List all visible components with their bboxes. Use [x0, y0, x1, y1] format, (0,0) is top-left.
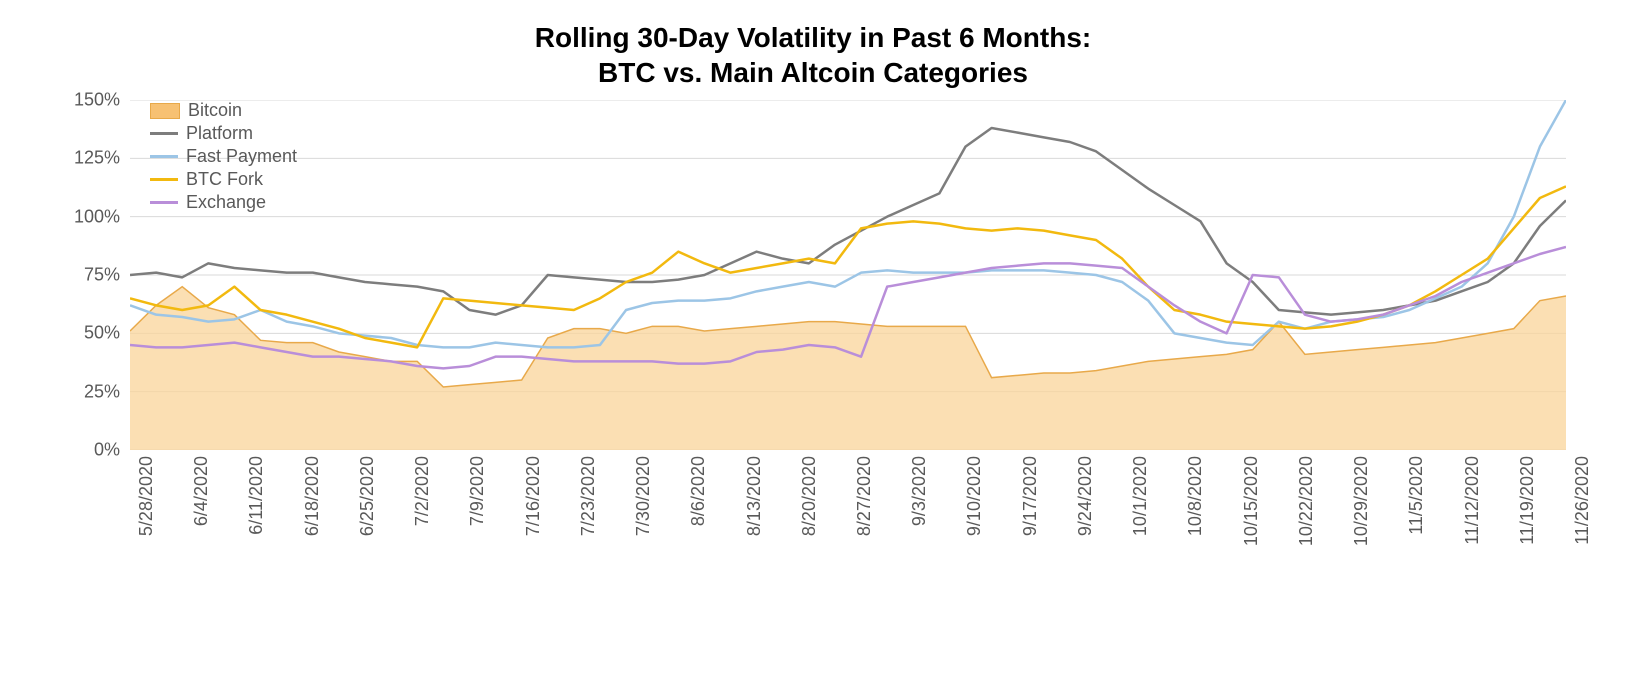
legend-item: BTC Fork — [150, 169, 297, 190]
y-tick-label: 50% — [60, 323, 120, 344]
legend-item: Bitcoin — [150, 100, 297, 121]
x-tick-label: 11/5/2020 — [1406, 456, 1427, 535]
x-tick-label: 8/6/2020 — [688, 456, 709, 526]
plot-area: BitcoinPlatformFast PaymentBTC ForkExcha… — [130, 100, 1566, 450]
legend-label: Fast Payment — [186, 146, 297, 167]
legend-item: Exchange — [150, 192, 297, 213]
x-tick-label: 10/22/2020 — [1296, 456, 1317, 546]
y-tick-label: 150% — [60, 90, 120, 111]
x-tick-label: 7/23/2020 — [578, 456, 599, 536]
y-tick-label: 75% — [60, 265, 120, 286]
x-tick-label: 10/29/2020 — [1351, 456, 1372, 546]
x-tick-label: 8/13/2020 — [744, 456, 765, 536]
legend-item: Platform — [150, 123, 297, 144]
x-tick-label: 11/12/2020 — [1462, 456, 1483, 545]
legend-swatch — [150, 103, 180, 119]
series-platform-line — [130, 128, 1566, 315]
legend-label: Exchange — [186, 192, 266, 213]
y-tick-label: 25% — [60, 381, 120, 402]
x-tick-label: 6/4/2020 — [191, 456, 212, 526]
x-tick-label: 10/8/2020 — [1185, 456, 1206, 536]
volatility-chart: Rolling 30-Day Volatility in Past 6 Mont… — [20, 20, 1606, 576]
x-tick-label: 10/15/2020 — [1241, 456, 1262, 546]
x-tick-label: 7/30/2020 — [633, 456, 654, 536]
y-tick-label: 0% — [60, 440, 120, 461]
chart-title-line1: Rolling 30-Day Volatility in Past 6 Mont… — [20, 20, 1606, 55]
x-axis: 5/28/2020 6/4/2020 6/11/2020 6/18/2020 6/25/… — [130, 456, 1566, 576]
legend-label: BTC Fork — [186, 169, 263, 190]
chart-title-line2: BTC vs. Main Altcoin Categories — [20, 55, 1606, 90]
x-tick-label: 7/16/2020 — [523, 456, 544, 536]
x-tick-label: 11/26/2020 — [1572, 456, 1593, 545]
x-tick-label: 9/10/2020 — [964, 456, 985, 536]
chart-title: Rolling 30-Day Volatility in Past 6 Mont… — [20, 20, 1606, 90]
x-tick-label: 11/19/2020 — [1517, 456, 1538, 545]
series-bitcoin-area — [130, 287, 1566, 450]
legend-item: Fast Payment — [150, 146, 297, 167]
plot-area-wrap: 0%25%50%75%100%125%150% BitcoinPlatformF… — [130, 100, 1566, 576]
legend-label: Bitcoin — [188, 100, 242, 121]
x-tick-label: 6/25/2020 — [357, 456, 378, 536]
x-tick-label: 5/28/2020 — [136, 456, 157, 536]
x-tick-label: 7/9/2020 — [467, 456, 488, 526]
legend-swatch — [150, 155, 178, 158]
x-tick-label: 9/24/2020 — [1075, 456, 1096, 536]
x-tick-label: 9/17/2020 — [1020, 456, 1041, 536]
x-tick-label: 8/20/2020 — [799, 456, 820, 536]
legend-swatch — [150, 132, 178, 135]
x-tick-label: 10/1/2020 — [1130, 456, 1151, 536]
legend-label: Platform — [186, 123, 253, 144]
legend: BitcoinPlatformFast PaymentBTC ForkExcha… — [150, 100, 297, 215]
x-tick-label: 9/3/2020 — [909, 456, 930, 526]
x-tick-label: 6/18/2020 — [302, 456, 323, 536]
y-axis: 0%25%50%75%100%125%150% — [60, 100, 120, 450]
y-tick-label: 100% — [60, 206, 120, 227]
legend-swatch — [150, 201, 178, 204]
x-tick-label: 6/11/2020 — [246, 456, 267, 535]
series-fast_payment-line — [130, 100, 1566, 347]
legend-swatch — [150, 178, 178, 181]
x-tick-label: 8/27/2020 — [854, 456, 875, 536]
y-tick-label: 125% — [60, 148, 120, 169]
x-tick-label: 7/2/2020 — [412, 456, 433, 526]
